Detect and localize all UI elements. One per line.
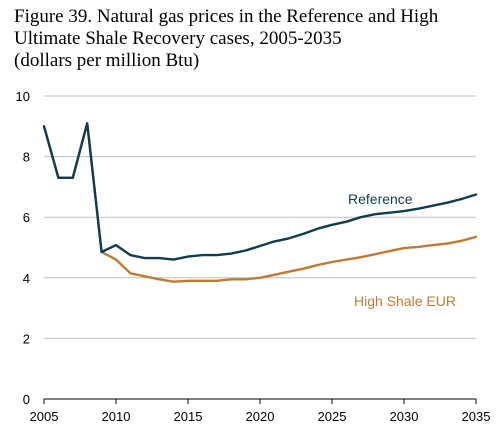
x-tick-label-2005: 2005	[30, 409, 59, 424]
x-tick-label-2015: 2015	[174, 409, 203, 424]
y-tick-label-2: 2	[23, 331, 30, 346]
y-tick-label-6: 6	[23, 210, 30, 225]
y-tick-label-0: 0	[23, 392, 30, 407]
y-tick-label-10: 10	[16, 89, 30, 104]
x-tick-label-2010: 2010	[102, 409, 131, 424]
chart-title-line-1: Figure 39. Natural gas prices in the Ref…	[14, 6, 439, 27]
chart-title-line-3: (dollars per million Btu)	[14, 50, 200, 71]
y-tick-label-8: 8	[23, 150, 30, 165]
series-line-high-shale-eur	[42, 122, 478, 283]
chart-title-line-2: Ultimate Shale Recovery cases, 2005-2035	[14, 28, 342, 49]
x-tick-label-2035: 2035	[462, 409, 491, 424]
chart-title: Figure 39. Natural gas prices in the Ref…	[14, 6, 438, 72]
y-tick-label-4: 4	[23, 271, 30, 286]
series-label-high-shale-eur: High Shale EUR	[354, 293, 456, 309]
x-tick-label-2030: 2030	[390, 409, 419, 424]
x-tick-label-2025: 2025	[318, 409, 347, 424]
series-label-reference: Reference	[348, 191, 413, 207]
x-tick-label-2020: 2020	[246, 409, 275, 424]
series-line-reference	[42, 122, 478, 261]
